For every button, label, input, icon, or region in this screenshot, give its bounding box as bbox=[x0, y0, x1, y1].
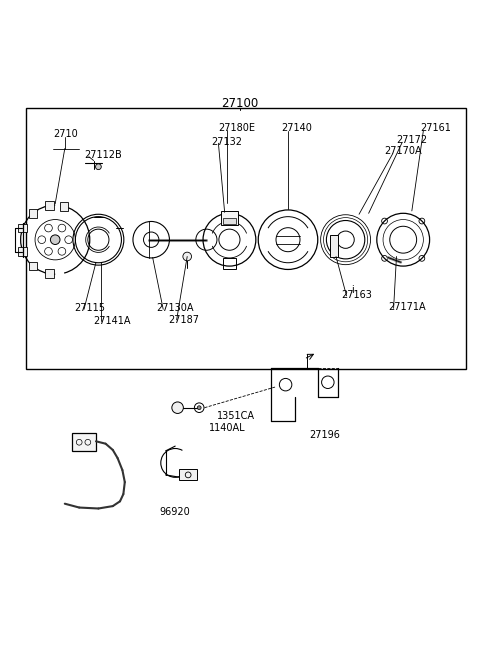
Circle shape bbox=[50, 235, 60, 244]
Text: 27170A: 27170A bbox=[384, 147, 421, 156]
Bar bbox=[45, 201, 53, 210]
Text: 1351CA: 1351CA bbox=[217, 411, 255, 421]
Text: 27112B: 27112B bbox=[84, 150, 122, 160]
Text: 27172: 27172 bbox=[396, 135, 427, 145]
Text: 27100: 27100 bbox=[221, 97, 259, 110]
Bar bbox=[223, 258, 236, 269]
Text: 96920: 96920 bbox=[160, 507, 191, 517]
Text: 2710: 2710 bbox=[53, 129, 78, 139]
Bar bbox=[179, 469, 197, 480]
Text: 27132: 27132 bbox=[211, 137, 242, 147]
Text: 27171A: 27171A bbox=[388, 302, 425, 312]
Circle shape bbox=[96, 164, 101, 170]
Circle shape bbox=[197, 406, 201, 409]
Bar bbox=[221, 211, 238, 225]
Bar bbox=[45, 269, 53, 278]
Text: 27163: 27163 bbox=[341, 290, 372, 300]
Text: 27187: 27187 bbox=[168, 315, 199, 325]
Bar bbox=[223, 218, 236, 224]
Bar bbox=[60, 202, 69, 211]
Bar bbox=[29, 262, 37, 271]
Bar bbox=[330, 235, 338, 258]
Text: 1140AL: 1140AL bbox=[209, 423, 245, 433]
Bar bbox=[26, 108, 466, 369]
Text: 27130A: 27130A bbox=[156, 303, 193, 313]
Bar bbox=[29, 209, 37, 217]
Text: 27141A: 27141A bbox=[94, 316, 131, 326]
Bar bbox=[18, 223, 27, 232]
Text: 27115: 27115 bbox=[74, 303, 106, 313]
Text: 27140: 27140 bbox=[281, 123, 312, 133]
Text: 27196: 27196 bbox=[310, 430, 340, 440]
Bar bbox=[18, 247, 27, 256]
Text: 27161: 27161 bbox=[420, 123, 451, 133]
Text: i: i bbox=[351, 285, 354, 295]
Bar bbox=[72, 433, 96, 451]
Text: 27180E: 27180E bbox=[218, 123, 255, 133]
Circle shape bbox=[172, 402, 183, 413]
Circle shape bbox=[183, 252, 192, 261]
